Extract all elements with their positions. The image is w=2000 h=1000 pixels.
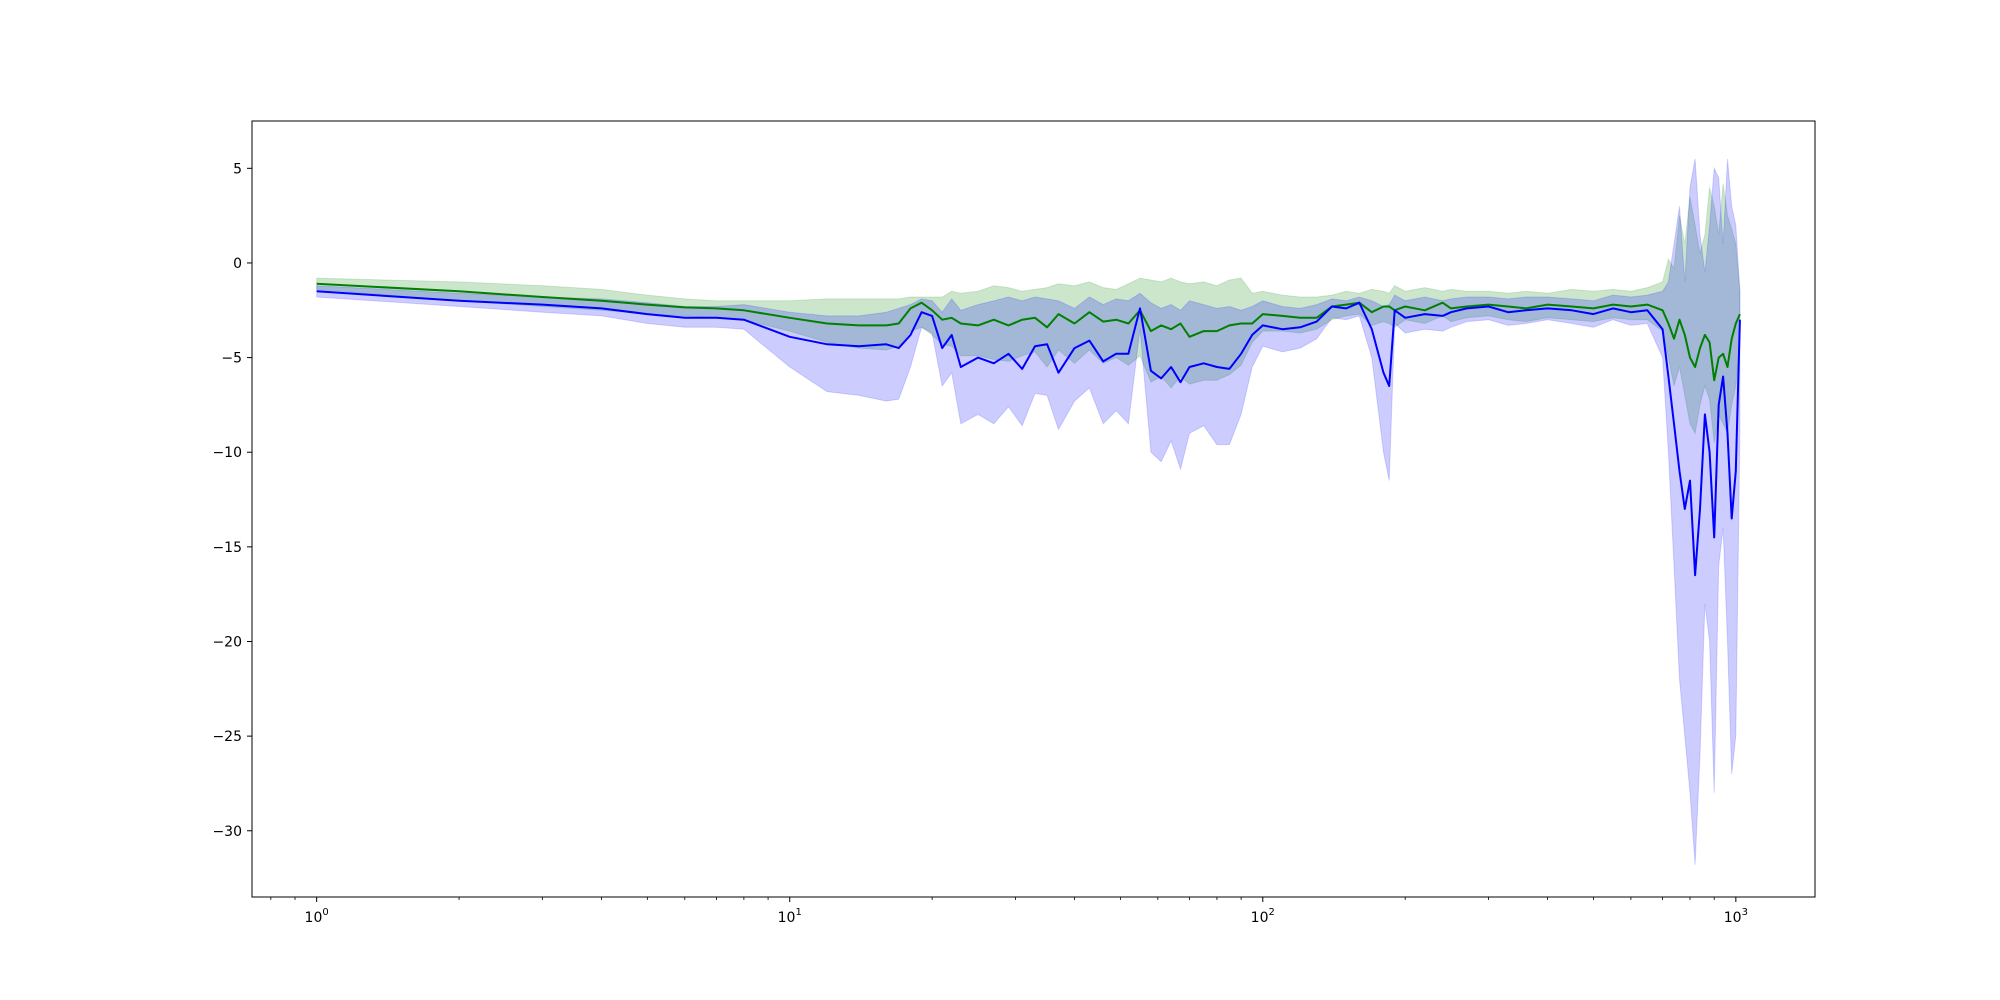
x-tick-label: 102 [1251,907,1275,926]
y-tick-label: −25 [212,729,242,745]
y-tick-label: −30 [212,824,242,840]
y-tick-label: −10 [212,445,242,461]
x-tick-label: 103 [1724,907,1748,926]
x-tick-label: 101 [778,907,802,926]
y-tick-label: 0 [233,256,242,272]
series-lines [316,282,1741,577]
x-axis: 100 101 102 103 [270,897,1748,926]
y-tick-label: −15 [212,540,242,556]
plot-frame [251,120,1816,898]
series-1-band [316,158,1741,865]
x-tick-label: 100 [305,907,329,926]
y-tick-label: 5 [233,161,242,177]
series-1-line [316,290,1741,577]
series-0-line [316,282,1741,382]
y-axis: 5 0 −5 −10 −15 −20 −25 −30 [212,161,252,840]
y-tick-label: −20 [212,634,242,650]
y-tick-label: −5 [221,351,242,367]
